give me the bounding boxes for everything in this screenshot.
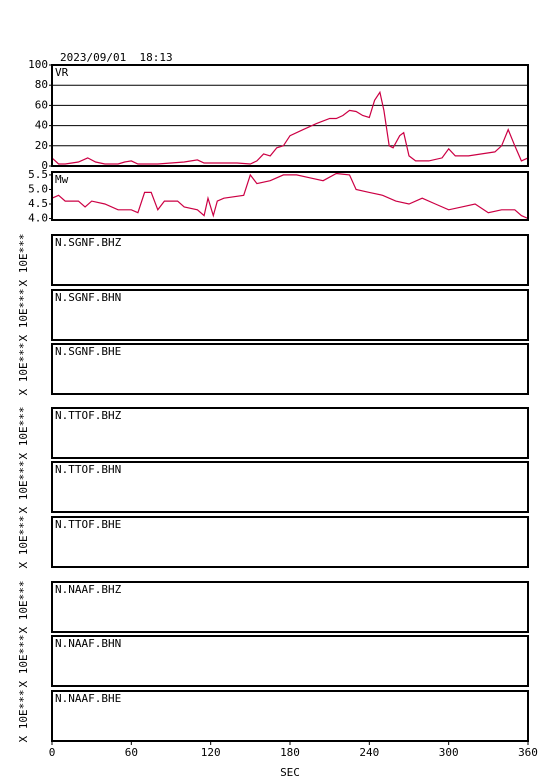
- x-tick-label: 300: [439, 746, 459, 759]
- panel-label: N.TTOF.BHZ: [55, 409, 122, 422]
- panel-label: N.SGNF.BHN: [55, 291, 121, 304]
- x-tick-label: 0: [49, 746, 56, 759]
- y-axis-label: X 10E***: [17, 461, 30, 514]
- panel-frame: [51, 635, 529, 687]
- panel-frame: [51, 289, 529, 341]
- y-tick-label: 60: [35, 98, 48, 111]
- y-tick-label: 5.5: [28, 168, 48, 181]
- x-tick-label: 360: [518, 746, 538, 759]
- panel-frame: [51, 690, 529, 742]
- y-axis-label: X 10E***: [17, 234, 30, 287]
- panel-frame: [51, 516, 529, 568]
- y-axis-label: X 10E***: [17, 516, 30, 569]
- panel-label: Mw: [55, 173, 69, 186]
- panel-frame: [51, 581, 529, 633]
- y-tick-label: 4.0: [28, 212, 48, 225]
- y-axis-label: X 10E***: [17, 343, 30, 396]
- panel-label: N.NAAF.BHN: [55, 637, 121, 650]
- panel-frame: [51, 234, 529, 286]
- panel-frame: [51, 343, 529, 395]
- x-tick-label: 240: [359, 746, 379, 759]
- data-line: [51, 172, 529, 220]
- panel-frame: [51, 64, 529, 167]
- timestamp: 2023/09/01 18:13: [60, 51, 173, 64]
- y-tick-label: 80: [35, 78, 48, 91]
- x-tick-label: 60: [125, 746, 138, 759]
- y-tick-label: 100: [28, 58, 48, 71]
- y-axis-label: X 10E***: [17, 407, 30, 460]
- y-tick-label: 5.0: [28, 182, 48, 195]
- panel-frame: [51, 171, 529, 221]
- panel-label: N.TTOF.BHN: [55, 463, 121, 476]
- x-tick-label: 120: [201, 746, 221, 759]
- x-tick-label: 180: [280, 746, 300, 759]
- panel-label: VR: [55, 66, 69, 79]
- y-axis-label: X 10E***: [17, 635, 30, 688]
- panel-frame: [51, 407, 529, 459]
- y-axis-label: X 10E***: [17, 690, 30, 743]
- y-tick-label: 0: [41, 159, 48, 172]
- panel-label: N.SGNF.BHZ: [55, 236, 122, 249]
- y-tick-label: 20: [35, 139, 48, 152]
- x-axis-label: SEC: [280, 766, 300, 779]
- data-line: [51, 90, 529, 165]
- y-tick-label: 4.5: [28, 197, 48, 210]
- y-axis-label: X 10E***: [17, 289, 30, 342]
- panel-label: N.NAAF.BHE: [55, 692, 121, 705]
- panel-frame: [51, 461, 529, 513]
- panel-label: N.TTOF.BHE: [55, 518, 121, 531]
- panel-label: N.NAAF.BHZ: [55, 583, 122, 596]
- y-axis-label: X 10E***: [17, 581, 30, 634]
- y-tick-label: 40: [35, 119, 48, 132]
- panel-label: N.SGNF.BHE: [55, 345, 121, 358]
